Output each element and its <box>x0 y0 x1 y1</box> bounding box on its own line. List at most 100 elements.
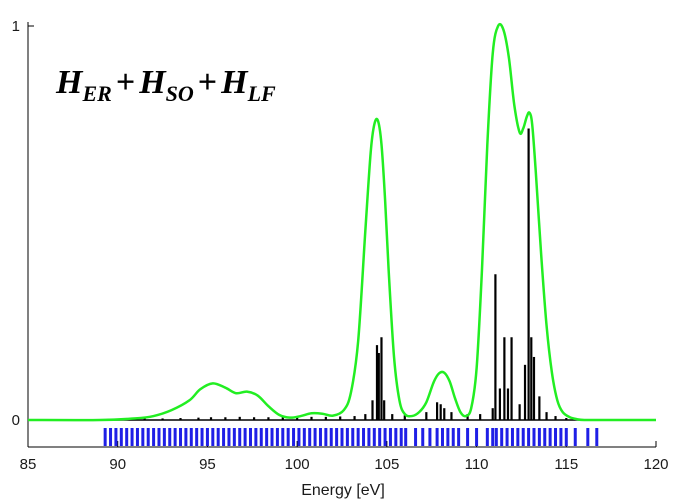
rug-mark <box>248 428 252 446</box>
rug-mark <box>281 428 285 446</box>
rug-mark <box>195 428 199 446</box>
rug-mark <box>440 428 444 446</box>
rug-mark <box>573 428 577 446</box>
rug-mark <box>109 428 113 446</box>
rug-mark <box>205 428 209 446</box>
envelope-curve <box>27 22 656 422</box>
rug-mark <box>168 428 172 446</box>
rug-mark <box>146 428 150 446</box>
rug-mark <box>265 428 269 446</box>
rug-mark <box>152 428 156 446</box>
rug-mark <box>428 428 432 446</box>
rug-mark <box>491 428 495 446</box>
rug-mark <box>516 428 520 446</box>
rug-mark <box>297 428 301 446</box>
rug-mark <box>399 428 403 446</box>
transition-rug <box>103 428 599 446</box>
rug-mark <box>500 428 504 446</box>
rug-mark <box>475 428 479 446</box>
rug-mark <box>141 428 145 446</box>
rug-mark <box>435 428 439 446</box>
rug-mark <box>388 428 392 446</box>
rug-mark <box>446 428 450 446</box>
rug-mark <box>173 428 177 446</box>
y-tick-label: 1 <box>12 18 20 35</box>
plus-operator-2: + <box>198 64 217 101</box>
rug-mark <box>232 428 236 446</box>
rug-mark <box>184 428 188 446</box>
rug-mark <box>340 428 344 446</box>
rug-mark <box>259 428 263 446</box>
rug-mark <box>157 428 161 446</box>
rug-mark <box>335 428 339 446</box>
rug-mark <box>351 428 355 446</box>
rug-mark <box>254 428 258 446</box>
x-tick-label: 85 <box>20 456 37 473</box>
rug-mark <box>270 428 274 446</box>
rug-mark <box>505 428 509 446</box>
term-lf-main: H <box>220 64 249 101</box>
rug-mark <box>457 428 461 446</box>
rug-mark <box>372 428 376 446</box>
x-tick-label: 120 <box>643 456 668 473</box>
rug-mark <box>554 428 558 446</box>
rug-mark <box>537 428 541 446</box>
rug-mark <box>227 428 231 446</box>
rug-mark <box>595 428 599 446</box>
rug-mark <box>362 428 366 446</box>
rug-mark <box>414 428 418 446</box>
rug-mark <box>421 428 425 446</box>
rug-mark <box>378 428 382 446</box>
rug-mark <box>586 428 590 446</box>
rug-mark <box>345 428 349 446</box>
rug-mark <box>404 428 408 446</box>
rug-mark <box>313 428 317 446</box>
rug-mark <box>119 428 123 446</box>
rug-mark <box>114 428 118 446</box>
term-so-main: H <box>138 64 167 101</box>
rug-mark <box>125 428 129 446</box>
axes-frame <box>27 22 656 448</box>
axis-ticks: 85 90 95 100 105 110 115 120 0 1 <box>12 18 669 473</box>
x-axis-title: Energy [eV] <box>301 482 385 499</box>
term-er-sub: ER <box>81 81 111 106</box>
rug-mark <box>318 428 322 446</box>
rug-mark <box>494 428 498 446</box>
rug-mark <box>243 428 247 446</box>
rug-mark <box>356 428 360 446</box>
rug-mark <box>216 428 220 446</box>
x-tick-label: 100 <box>285 456 310 473</box>
rug-mark <box>302 428 306 446</box>
rug-mark <box>451 428 455 446</box>
rug-mark <box>329 428 333 446</box>
rug-mark <box>466 428 470 446</box>
rug-mark <box>135 428 139 446</box>
hamiltonian-annotation: HER + HSO + HLF <box>55 64 276 106</box>
rug-mark <box>286 428 290 446</box>
rug-mark <box>383 428 387 446</box>
rug-mark <box>275 428 279 446</box>
rug-mark <box>532 428 536 446</box>
rug-mark <box>179 428 183 446</box>
rug-mark <box>564 428 568 446</box>
rug-mark <box>521 428 525 446</box>
rug-mark <box>394 428 398 446</box>
rug-mark <box>308 428 312 446</box>
rug-mark <box>559 428 563 446</box>
rug-mark <box>211 428 215 446</box>
term-lf-sub: LF <box>247 81 276 106</box>
x-tick-label: 110 <box>465 456 489 473</box>
x-tick-label: 105 <box>374 456 399 473</box>
envelope-line <box>27 22 656 422</box>
x-tick-label: 95 <box>199 456 216 473</box>
term-er-main: H <box>55 64 84 101</box>
rug-mark <box>510 428 514 446</box>
rug-mark <box>103 428 107 446</box>
term-so-sub: SO <box>166 81 194 106</box>
rug-mark <box>200 428 204 446</box>
rug-mark <box>292 428 296 446</box>
rug-mark <box>367 428 371 446</box>
rug-mark <box>527 428 531 446</box>
rug-mark <box>548 428 552 446</box>
